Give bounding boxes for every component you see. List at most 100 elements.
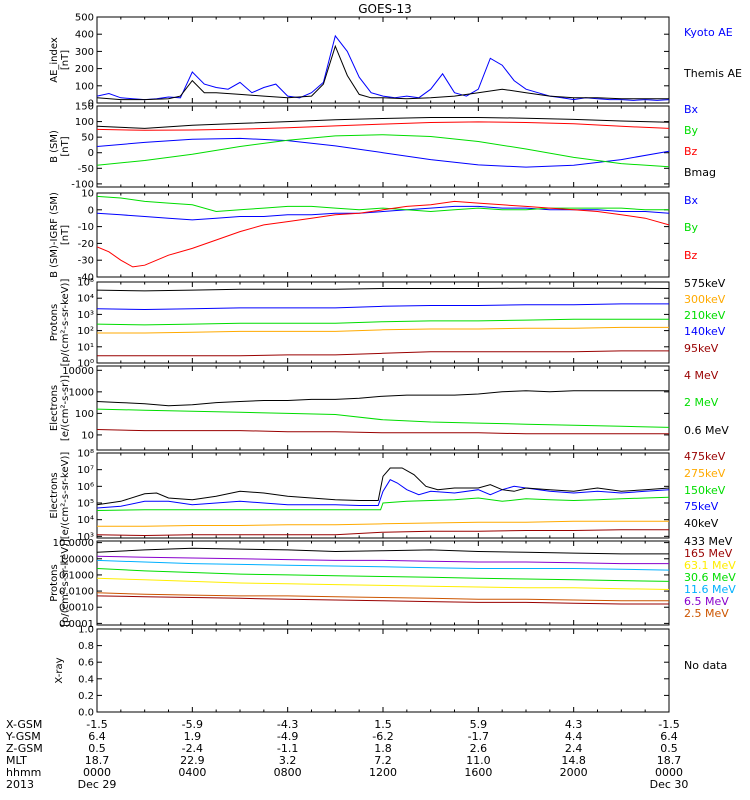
ephemeris-value: 4.3 — [565, 718, 583, 731]
legend-entry: 95keV — [684, 342, 719, 355]
y-tick-label: 10¹ — [77, 342, 94, 353]
ephemeris-value: 0.5 — [660, 742, 678, 755]
series-150kev — [97, 496, 669, 511]
series-300kev — [97, 326, 669, 334]
series-bz — [97, 200, 669, 268]
ephemeris-value: -6.2 — [372, 730, 393, 743]
legend-entry: Bx — [684, 194, 699, 207]
y-tick-label: 0.0010 — [59, 603, 94, 614]
y-tick-label: 0 — [88, 205, 94, 216]
y-tick-label: 10³ — [77, 532, 94, 543]
ephemeris-value: 11.0 — [466, 754, 491, 767]
series-2-mev — [97, 408, 669, 428]
legend-entry: 11.6 MeV — [684, 583, 736, 596]
legend-entry: Kyoto AE — [684, 26, 733, 39]
ephemeris-value: 14.8 — [561, 754, 586, 767]
series-bx — [97, 137, 669, 168]
ephemeris-value: Dec 29 — [78, 778, 117, 791]
panel-2: -100 -50 0 50 100 150 B (SM)[nT] Bx By Bz Bmag — [49, 102, 716, 191]
ephemeris-value: -2.4 — [182, 742, 203, 755]
series-575kev — [97, 287, 669, 292]
y-tick-label: 10⁰ — [77, 359, 94, 370]
ephemeris-value: 1.9 — [184, 730, 202, 743]
panel-1: 0 100 200 300 400 500 AE_index[nT] Kyoto AE Them… — [49, 13, 742, 110]
ephemeris-value: 3.2 — [279, 754, 297, 767]
panel-frame — [96, 16, 670, 104]
y-tick-label: 0.0 — [78, 708, 94, 719]
y-tick-label: -10 — [78, 222, 94, 233]
y-axis-label: AE_index[nT] — [49, 37, 71, 83]
panel-frame — [96, 281, 670, 364]
series-275kev — [97, 520, 669, 527]
legend-entry: 6.5 MeV — [684, 595, 729, 608]
panel-7: 0.0001 0.0010 0.0100 0.1000 1.0000 10.0000Pro… — [49, 535, 736, 630]
panel-frame — [96, 365, 670, 451]
ephemeris-value: -4.9 — [277, 730, 298, 743]
y-tick-label: 0.2 — [78, 691, 94, 702]
legend-entry: Themis AE — [683, 67, 742, 80]
legend-entry: 30.6 MeV — [684, 571, 736, 584]
y-tick-label: 0.1000 — [59, 570, 94, 581]
y-axis-label: X-ray — [54, 657, 65, 683]
y-tick-label: 150 — [75, 102, 94, 113]
y-axis-label: Protons[p/(cm²-s-sr-keV)] — [49, 539, 71, 627]
ephemeris-value: 2000 — [560, 766, 588, 779]
y-tick-label: 10³ — [77, 310, 94, 321]
y-tick-label: -50 — [78, 164, 94, 175]
legend-entry: 300keV — [684, 293, 726, 306]
y-tick-label: -20 — [78, 239, 94, 250]
legend-entry: Bz — [684, 145, 698, 158]
ephemeris-value: 18.7 — [85, 754, 110, 767]
series-6-5-mev — [97, 555, 669, 565]
y-tick-label: 100 — [75, 409, 94, 420]
y-axis-label: B (SM)[nT] — [49, 130, 71, 163]
legend-entry: Bz — [684, 249, 698, 262]
ephemeris-row-label: X-GSM — [6, 718, 42, 731]
y-tick-label: 1.0000 — [59, 554, 94, 565]
y-tick-label: 10⁸ — [77, 449, 94, 460]
legend-entry: 75keV — [684, 500, 719, 513]
series-140kev — [97, 303, 669, 311]
series-0-6-mev — [97, 390, 669, 407]
legend-entry: 210keV — [684, 309, 726, 322]
y-axis-label: B (SM)-IGRF (SM)[nT] — [49, 192, 71, 278]
panel-6: 10³ 10⁴ 10⁵ 10⁶ 10⁷ 10⁸ Electrons[e/(cm²-s-sr-… — [49, 449, 726, 543]
ephemeris-value: 0000 — [655, 766, 683, 779]
ephemeris-value: 18.7 — [657, 754, 682, 767]
legend-entry: 275keV — [684, 467, 726, 480]
y-tick-label: 0 — [88, 99, 94, 110]
y-tick-label: 0.4 — [78, 674, 94, 685]
y-tick-label: -40 — [78, 273, 94, 284]
y-tick-label: 10⁵ — [77, 499, 94, 510]
y-tick-label: 10⁵ — [77, 278, 94, 289]
y-tick-label: 0.6 — [78, 658, 94, 669]
ephemeris-value: 5.9 — [470, 718, 488, 731]
y-tick-label: 400 — [75, 30, 94, 41]
y-tick-label: 0.8 — [78, 641, 94, 652]
y-tick-label: 10⁷ — [77, 465, 94, 476]
series-75kev — [97, 479, 669, 509]
series-bz — [97, 121, 669, 131]
y-tick-label: 10² — [77, 326, 94, 337]
y-tick-label: 50 — [81, 133, 94, 144]
ephemeris-value: 0.5 — [88, 742, 106, 755]
legend-entry: 165 MeV — [684, 547, 733, 560]
ephemeris-value: -1.7 — [468, 730, 489, 743]
ephemeris-value: 1.5 — [374, 718, 392, 731]
y-tick-label: 10 — [81, 189, 94, 200]
ephemeris-value: 6.4 — [88, 730, 106, 743]
y-tick-label: 10 — [81, 430, 94, 441]
ephemeris-value: Dec 30 — [650, 778, 689, 791]
ephemeris-value: -1.1 — [277, 742, 298, 755]
y-tick-label: 100 — [75, 81, 94, 92]
y-tick-label: 200 — [75, 64, 94, 75]
legend-entry: By — [684, 221, 699, 234]
y-axis-label: Electrons[e/(cm²-s-sr)] — [49, 375, 71, 441]
ephemeris-value: 2.6 — [470, 742, 488, 755]
y-tick-label: 10.0000 — [53, 538, 94, 549]
y-tick-label: 10000 — [62, 366, 94, 377]
series-63-1-mev — [97, 577, 669, 590]
ephemeris-value: 22.9 — [180, 754, 205, 767]
legend-entry: 433 MeV — [684, 535, 733, 548]
